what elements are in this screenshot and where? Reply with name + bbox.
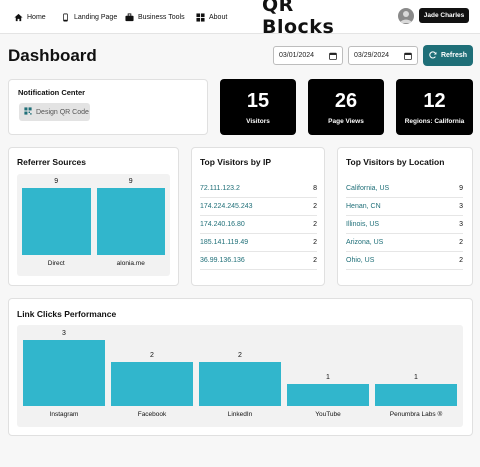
top-nav: Home Landing Page Business Tools About Q… [0,0,480,38]
list-item[interactable]: Arizona, US 2 [346,234,463,252]
design-qr-code-label: Design QR Code [36,108,89,116]
nav-home-label: Home [27,13,46,21]
phone-icon [61,12,70,22]
refresh-label: Refresh [440,52,468,59]
nav-about[interactable]: About [196,10,227,24]
bar-category-label: alonia.me [116,260,145,267]
list-item[interactable]: California, US 9 [346,180,463,198]
list-item[interactable]: 36.99.136.136 2 [200,252,317,270]
list-item-key[interactable]: Arizona, US [346,239,384,246]
stat-visitors-value: 15 [246,89,270,112]
calendar-icon[interactable] [404,52,412,60]
grid-icon [196,12,205,22]
stat-visitors: 15 Visitors [220,79,296,135]
bar-category-label: YouTube [315,411,341,418]
list-item-count: 9 [459,185,463,192]
qr-code-icon [24,107,32,117]
list-item-count: 3 [459,221,463,228]
page-title: Dashboard [8,46,97,65]
design-qr-code-button[interactable]: Design QR Code [19,103,90,121]
stat-regions-label: Regions: California [404,117,465,125]
nav-about-label: About [209,13,228,21]
list-item[interactable]: 174.240.16.80 2 [200,216,317,234]
stat-regions: 12 Regions: California [396,79,473,135]
list-item[interactable]: 185.141.119.49 2 [200,234,317,252]
avatar[interactable] [398,8,414,24]
list-item-count: 8 [313,185,317,192]
list-item-count: 2 [313,203,317,210]
stat-page-views-value: 26 [334,89,358,112]
chart-bar[interactable] [375,384,457,406]
logo[interactable]: QR Blocks [262,0,335,38]
list-item-key[interactable]: Henan, CN [346,203,381,210]
top-visitors-location-title: Top Visitors by Location [346,157,445,167]
link-clicks-chart: 3 Instagram 2 Facebook 2 LinkedIn 1 YouTube 1 Pen… [17,325,463,427]
chart-bar[interactable] [22,188,91,255]
list-item-count: 3 [459,203,463,210]
bar-category-label: Instagram [49,411,79,418]
list-item-key[interactable]: California, US [346,185,390,192]
referrer-chart: 9 Direct 9 alonia.me [17,174,170,276]
nav-business-tools-label: Business Tools [138,13,185,21]
referrer-sources-title: Referrer Sources [17,157,86,167]
bar-value-label: 1 [414,374,418,381]
bar-category-label: Facebook [137,411,167,418]
refresh-button[interactable]: Refresh [423,45,473,66]
stat-page-views-label: Page Views [328,117,364,125]
list-item[interactable]: Illinois, US 3 [346,216,463,234]
list-item-key[interactable]: 36.99.136.136 [200,257,245,264]
nav-landing-page-label: Landing Page [74,13,118,21]
stat-regions-value: 12 [423,89,446,112]
chart-bar[interactable] [111,362,193,406]
list-item-key[interactable]: Ohio, US [346,257,375,264]
user-menu-button[interactable]: Jade Charles [419,8,469,23]
calendar-icon[interactable] [329,52,337,60]
bar-value-label: 9 [128,178,133,185]
link-clicks-title: Link Clicks Performance [17,309,117,319]
nav-business-tools[interactable]: Business Tools [125,10,185,24]
date-to-value: 03/29/2024 [354,52,390,59]
stat-page-views: 26 Page Views [308,79,384,135]
briefcase-icon [125,12,134,22]
list-item-count: 2 [459,239,463,246]
list-item[interactable]: 174.224.245.243 2 [200,198,317,216]
date-from-input[interactable]: 03/01/2024 [273,46,343,65]
date-from-value: 03/01/2024 [279,52,315,59]
bar-category-label: Direct [47,260,65,267]
home-icon [14,13,23,22]
list-item-key[interactable]: 185.141.119.49 [200,239,249,246]
notification-center-title: Notification Center [18,88,86,97]
chart-bar[interactable] [199,362,281,406]
refresh-icon [429,50,437,61]
list-item[interactable]: Ohio, US 2 [346,252,463,270]
list-item[interactable]: 72.111.123.2 8 [200,180,317,198]
list-item-count: 2 [459,257,463,264]
nav-landing-page[interactable]: Landing Page [61,10,117,24]
list-item-count: 2 [313,257,317,264]
top-visitors-ip-card [191,147,325,286]
bar-value-label: 3 [62,330,66,337]
list-item-key[interactable]: 174.224.245.243 [200,203,253,210]
bar-value-label: 1 [326,374,330,381]
list-item-key[interactable]: Illinois, US [346,221,380,228]
stat-visitors-label: Visitors [246,117,270,125]
nav-home[interactable]: Home [14,10,46,24]
bar-value-label: 2 [150,352,154,359]
list-item[interactable]: Henan, CN 3 [346,198,463,216]
bar-category-label: LinkedIn [227,411,253,418]
date-to-input[interactable]: 03/29/2024 [348,46,418,65]
top-visitors-location-card [337,147,473,286]
bar-value-label: 9 [54,178,59,185]
chart-bar[interactable] [287,384,369,406]
list-item-count: 2 [313,221,317,228]
list-item-key[interactable]: 174.240.16.80 [200,221,245,228]
bar-category-label: Penumbra Labs ® [389,411,443,418]
chart-bar[interactable] [23,340,105,406]
chart-bar[interactable] [96,188,165,255]
list-item-count: 2 [313,239,317,246]
bar-value-label: 2 [238,352,242,359]
top-visitors-ip-title: Top Visitors by IP [200,157,272,167]
list-item-key[interactable]: 72.111.123.2 [200,185,240,192]
